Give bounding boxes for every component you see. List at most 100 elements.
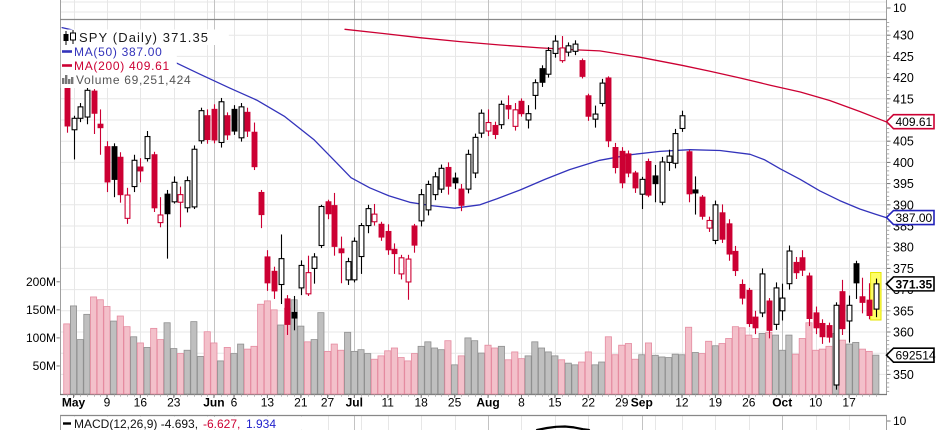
candle-body-hb xyxy=(131,159,138,188)
candle-body-hb xyxy=(478,112,485,134)
volume-bar-up xyxy=(531,341,539,395)
volume-bar-down xyxy=(685,326,693,395)
candle-body-hr xyxy=(706,219,713,229)
candle-body-r xyxy=(625,153,632,174)
volume-bar-up xyxy=(551,355,559,395)
candle-body-r xyxy=(91,90,98,114)
volume-bar-down xyxy=(337,349,345,395)
candle-body-r xyxy=(258,191,265,216)
candle-body-r xyxy=(619,150,626,184)
candle-body-r xyxy=(505,105,512,110)
candle-body-hb xyxy=(498,103,505,126)
volume-bar-up xyxy=(237,343,245,395)
macd-legend-bg xyxy=(61,417,311,430)
price-axis-label: 425 xyxy=(893,50,914,64)
candle-body-hb xyxy=(592,113,599,120)
candle-body-hb xyxy=(525,113,532,121)
volume-bar-up xyxy=(471,340,479,395)
x-axis-week-label: 29 xyxy=(615,396,629,410)
volume-bar-up xyxy=(277,324,285,395)
x-axis-week-label: 13 xyxy=(261,396,275,410)
macd-legend-value-hist: 1.934 xyxy=(246,417,276,430)
volume-bar-down xyxy=(150,327,158,395)
volume-bar-down xyxy=(792,353,800,395)
candle-body-r xyxy=(732,250,739,272)
volume-bar-up xyxy=(70,305,78,395)
volume-axis-label: 50M xyxy=(33,359,56,373)
ma200-axis-tag: 409.61 xyxy=(885,113,935,130)
volume-bar-up xyxy=(665,357,673,395)
volume-bar-down xyxy=(825,345,833,395)
candle-body-hb xyxy=(773,287,780,325)
candle-body-hb xyxy=(318,205,325,247)
candle-body-r xyxy=(726,223,733,255)
candles-layer xyxy=(64,35,880,390)
volume-axis-label: 100M xyxy=(26,331,56,345)
volume-bar-down xyxy=(116,315,124,395)
volume-bar-down xyxy=(805,322,813,395)
volume-bar-up xyxy=(598,361,606,395)
candle-body-hb xyxy=(345,261,352,281)
x-axis-week-label: 18 xyxy=(414,396,428,410)
candle-body-hb xyxy=(572,43,579,52)
candle-body-hb xyxy=(672,133,679,164)
volume-bar-down xyxy=(611,354,619,395)
volume-bar-up xyxy=(785,334,793,395)
icon-body xyxy=(63,34,69,41)
x-axis-week-label: 19 xyxy=(709,396,723,410)
candle-body-hr xyxy=(124,194,131,219)
x-axis-week-label: 17 xyxy=(842,396,856,410)
candle-body-hb xyxy=(358,225,365,258)
volume-bar-down xyxy=(745,334,753,395)
volume-bar-down xyxy=(330,343,338,395)
volume-bar-up xyxy=(678,354,686,395)
candle-body-r xyxy=(204,115,211,141)
volume-bar-up xyxy=(130,336,138,395)
candle-body-r xyxy=(859,296,866,303)
last-price-axis-tag: 371.35 xyxy=(885,276,935,292)
volume-bar-up xyxy=(437,349,445,395)
macd-pane: MACD(12,26,9) -4.693, -6.627, 1.934 xyxy=(61,417,311,430)
x-axis-week-label: 15 xyxy=(548,396,562,410)
volume-bar-up xyxy=(76,339,84,395)
icon-bar xyxy=(68,79,71,84)
volume-bar-up xyxy=(591,364,599,395)
volume-bar-up xyxy=(544,351,552,395)
candle-body-hb xyxy=(77,106,84,119)
x-axis-week-label: 21 xyxy=(294,396,308,410)
volume-bar-up xyxy=(230,353,238,395)
volume-bar-down xyxy=(517,358,525,395)
volume-bar-down xyxy=(578,361,586,395)
volume-bar-up xyxy=(564,362,572,395)
x-axis-week-label: 25 xyxy=(448,396,462,410)
volume-bar-up xyxy=(671,353,679,395)
legend-volume-label: Volume 69,251,424 xyxy=(76,73,191,87)
volume-bar-up xyxy=(691,352,699,395)
volume-bar-down xyxy=(444,340,452,395)
volume-bar-down xyxy=(263,300,271,395)
candle-body-hr xyxy=(405,258,412,283)
price-axis-label: 430 xyxy=(893,29,914,43)
candle-body-hb xyxy=(599,82,606,105)
x-axis-month-label: Jul xyxy=(346,396,363,410)
candle-body-hb xyxy=(432,176,439,196)
volume-bar-down xyxy=(103,306,111,395)
volume-bar-up xyxy=(317,312,325,395)
candle-body-r xyxy=(579,60,586,77)
candle-body-r xyxy=(284,298,291,325)
volume-bar-up xyxy=(344,331,352,395)
candle-body-r xyxy=(799,257,806,271)
candle-body-hb xyxy=(218,101,225,144)
volume-bar-down xyxy=(63,323,71,395)
volume-bar-down xyxy=(257,303,265,395)
x-axis-week-label: 10 xyxy=(809,396,823,410)
volume-bar-down xyxy=(123,326,131,395)
candle-body-hb xyxy=(418,194,425,222)
macd-legend-value-signal: -6.627, xyxy=(203,417,240,430)
price-axis-label: 380 xyxy=(893,241,914,255)
volume-bar-up xyxy=(845,343,853,395)
volume-bar-up xyxy=(852,341,860,395)
candle-body-b xyxy=(452,177,459,184)
candle-body-hb xyxy=(552,40,559,54)
